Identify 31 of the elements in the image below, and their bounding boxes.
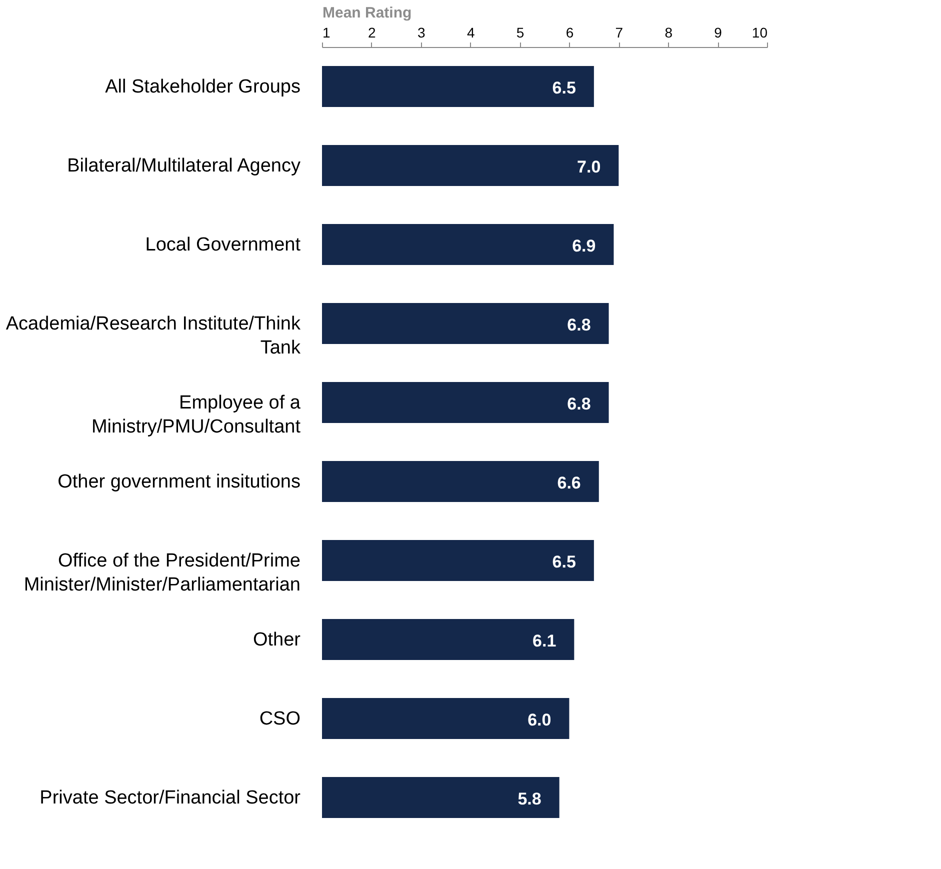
x-tick-label: 4 <box>466 24 475 40</box>
data-label: 6.8 <box>567 394 591 414</box>
data-label: 6.9 <box>572 236 596 256</box>
y-tick-label: Bilateral/Multilateral Agency <box>67 156 301 176</box>
data-label: 7.0 <box>577 158 601 176</box>
x-tick-label: 9 <box>714 24 722 40</box>
data-label: 6.5 <box>552 78 576 98</box>
x-tick-label: 1 <box>322 24 330 40</box>
x-tick-label: 5 <box>516 24 524 40</box>
y-tick-label: All Stakeholder Groups <box>105 76 300 98</box>
data-label: 6.5 <box>552 552 576 572</box>
y-tick-label: Other government insitutions <box>58 472 300 492</box>
data-label: 6.1 <box>532 632 556 650</box>
y-tick-label: Academia/Research Institute/Think Tank <box>6 314 301 358</box>
x-tick-label: 2 <box>368 24 376 40</box>
y-tick-label: Private Sector/Financial Sector <box>40 788 302 808</box>
y-tick-label: Office of the President/Prime Minister/Minister/Parliamentarian <box>24 550 300 596</box>
x-tick-label: 6 <box>566 24 574 40</box>
x-tick-label: 7 <box>615 24 624 40</box>
y-tick-label: CSO <box>259 708 300 730</box>
y-tick-label: Other <box>252 630 302 650</box>
x-axis-title: Mean Rating <box>322 4 412 22</box>
y-tick-label: Local Government <box>145 234 302 256</box>
x-tick-label: 10 <box>752 24 768 40</box>
y-tick-label: Employee of a Ministry/PMU/Consultant <box>91 392 302 438</box>
data-label: 6.8 <box>567 316 591 334</box>
x-tick-label: 3 <box>417 24 426 40</box>
data-label: 6.0 <box>528 710 552 730</box>
data-label: 5.8 <box>518 790 542 808</box>
x-tick-label: 8 <box>664 24 673 40</box>
data-label: 6.6 <box>557 474 581 492</box>
